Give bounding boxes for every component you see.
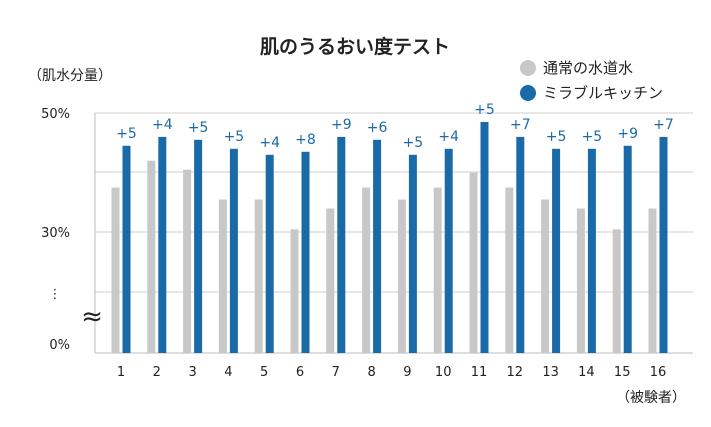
- diff-label-6: +8: [295, 132, 316, 148]
- legend-label-mirable-kitchen: ミラブルキッチン: [543, 84, 663, 102]
- y-tick-0: 0%: [49, 338, 70, 353]
- bar-mirable-kitchen-2: [158, 136, 167, 353]
- bar-tap-water-11: [469, 172, 478, 353]
- diff-label-14: +5: [582, 129, 603, 145]
- x-axis-unit-label: （被験者）: [616, 390, 686, 406]
- x-tick-14: 14: [578, 365, 595, 380]
- bar-mirable-kitchen-4: [229, 148, 238, 353]
- x-ticks-group: 1 2 3 4 5 6 7 8 9 10 11 12 13 14 15 16: [117, 365, 666, 380]
- diff-label-2: +4: [152, 117, 173, 133]
- x-tick-6: 6: [296, 365, 304, 380]
- y-axis-unit-label: （肌水分量）: [28, 68, 112, 84]
- x-tick-15: 15: [614, 365, 631, 380]
- diff-label-12: +7: [510, 117, 531, 133]
- legend: 通常の水道水 ミラブルキッチン: [520, 59, 663, 102]
- diff-label-7: +9: [331, 117, 352, 133]
- bar-tap-water-1: [111, 187, 120, 353]
- x-tick-2: 2: [153, 365, 161, 380]
- x-tick-11: 11: [471, 365, 488, 380]
- bar-mirable-kitchen-1: [122, 145, 131, 353]
- x-tick-1: 1: [117, 365, 125, 380]
- diff-label-11: +5: [474, 102, 495, 118]
- legend-label-tap-water: 通常の水道水: [543, 59, 633, 77]
- diff-label-9: +5: [403, 135, 424, 151]
- x-tick-16: 16: [650, 365, 667, 380]
- bar-mirable-kitchen-15: [623, 145, 632, 353]
- bar-tap-water-7: [326, 208, 335, 353]
- bar-mirable-kitchen-7: [337, 136, 346, 353]
- bars-group: [111, 122, 668, 353]
- diff-label-16: +7: [653, 117, 674, 133]
- bar-tap-water-10: [433, 187, 442, 353]
- bar-tap-water-15: [612, 229, 621, 353]
- bar-mirable-kitchen-11: [480, 122, 489, 353]
- bar-mirable-kitchen-14: [587, 148, 596, 353]
- legend-marker-tap-water: [520, 60, 536, 76]
- y-tick-30: 30%: [41, 226, 70, 241]
- axis-break-symbol: ≈: [81, 302, 103, 332]
- bar-tap-water-9: [397, 199, 406, 353]
- diff-label-15: +9: [617, 126, 638, 142]
- bar-tap-water-5: [254, 199, 263, 353]
- bar-mirable-kitchen-6: [301, 151, 310, 353]
- x-tick-4: 4: [224, 365, 232, 380]
- bar-tap-water-2: [147, 160, 156, 353]
- diff-label-10: +4: [438, 129, 459, 145]
- diff-label-13: +5: [546, 129, 567, 145]
- x-tick-12: 12: [507, 365, 524, 380]
- x-tick-8: 8: [367, 365, 375, 380]
- x-tick-13: 13: [542, 365, 559, 380]
- bar-mirable-kitchen-10: [444, 148, 453, 353]
- bar-mirable-kitchen-5: [265, 154, 274, 353]
- diff-label-1: +5: [116, 126, 137, 142]
- diff-label-8: +6: [367, 120, 388, 136]
- diff-label-5: +4: [259, 135, 280, 151]
- bar-tap-water-13: [541, 199, 550, 353]
- bar-mirable-kitchen-8: [373, 139, 382, 353]
- y-axis-ellipsis: ⋮: [49, 287, 62, 302]
- bar-mirable-kitchen-12: [516, 136, 525, 353]
- bar-tap-water-16: [648, 208, 657, 353]
- bar-mirable-kitchen-9: [408, 154, 417, 353]
- bar-mirable-kitchen-16: [659, 136, 668, 353]
- bar-tap-water-3: [183, 169, 192, 353]
- diff-label-4: +5: [224, 129, 245, 145]
- bar-mirable-kitchen-13: [552, 148, 561, 353]
- x-tick-9: 9: [403, 365, 411, 380]
- bar-tap-water-4: [218, 199, 227, 353]
- bar-tap-water-12: [505, 187, 514, 353]
- x-tick-7: 7: [332, 365, 340, 380]
- x-tick-5: 5: [260, 365, 268, 380]
- annotations-group: +5 +4 +5 +5 +4 +8 +9 +6 +5 +4 +5 +7 +5 +5 +9 +7: [116, 102, 674, 151]
- diff-label-3: +5: [188, 120, 209, 136]
- x-tick-10: 10: [435, 365, 452, 380]
- y-tick-50: 50%: [41, 107, 70, 122]
- bar-tap-water-14: [576, 208, 585, 353]
- bar-mirable-kitchen-3: [194, 139, 203, 353]
- legend-marker-mirable-kitchen: [520, 85, 536, 101]
- x-tick-3: 3: [188, 365, 196, 380]
- bar-tap-water-8: [362, 187, 371, 353]
- bar-tap-water-6: [290, 229, 299, 353]
- chart-title: 肌のうるおい度テスト: [260, 35, 450, 58]
